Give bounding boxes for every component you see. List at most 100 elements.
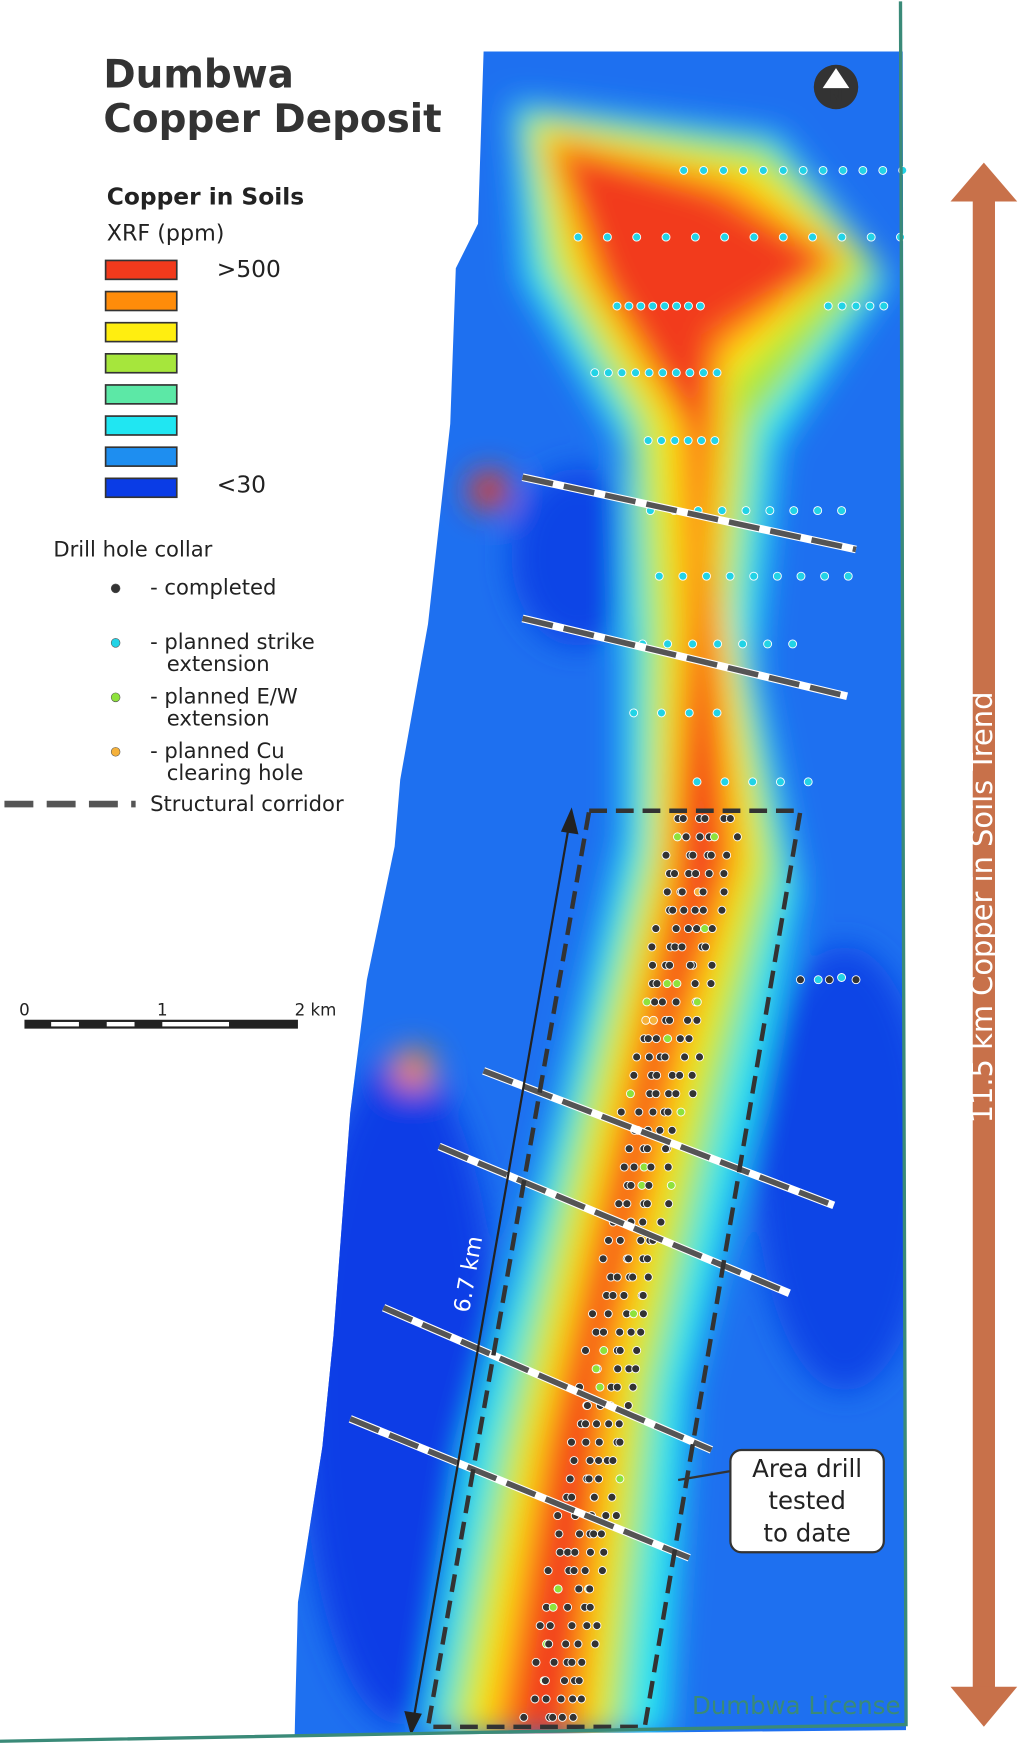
- drill-collar: [796, 571, 806, 581]
- drill-collar: [677, 887, 687, 897]
- drill-collar: [660, 301, 670, 311]
- drill-collar: [574, 1676, 584, 1686]
- drill-collar: [670, 436, 680, 445]
- drill-collar: [563, 1602, 573, 1612]
- legend-swatch: [104, 415, 178, 436]
- drill-collar: [675, 1034, 685, 1044]
- legend-high: >500: [217, 255, 281, 283]
- drill-collar: [634, 1107, 644, 1117]
- drill-collar: [652, 1070, 662, 1080]
- drill-collar: [820, 571, 830, 581]
- drill-collar: [704, 869, 714, 879]
- corridor: [382, 1305, 713, 1453]
- title: Dumbwa: [103, 53, 294, 98]
- callout-line: Area drill: [752, 1454, 862, 1483]
- drill-collar: [592, 1621, 602, 1631]
- drill-collar: [651, 1034, 661, 1044]
- drill-collar: [698, 905, 708, 915]
- drill-collar: [567, 1621, 577, 1631]
- drill-collar: [772, 571, 782, 581]
- collar-label: clearing hole: [167, 760, 304, 785]
- drill-collar: [649, 1015, 658, 1025]
- drill-collar: [660, 1052, 670, 1062]
- drill-collar: [671, 1089, 681, 1099]
- drill-collar: [567, 1492, 577, 1502]
- drill-collar: [712, 708, 722, 718]
- drill-collar: [678, 814, 688, 823]
- drill-collar: [615, 1474, 625, 1484]
- scale-label: 2 km: [295, 1000, 337, 1019]
- drill-collar: [607, 1492, 617, 1502]
- drill-collar: [629, 1162, 639, 1172]
- drill-collar: [690, 979, 700, 989]
- drill-collar: [577, 1657, 587, 1667]
- license-label: Dumbwa License: [692, 1691, 900, 1720]
- drill-collar: [560, 1676, 569, 1686]
- drill-collar: [595, 1382, 605, 1392]
- drill-collar: [697, 436, 706, 445]
- drill-collar: [612, 301, 622, 311]
- collar-swatch: [110, 692, 121, 703]
- drill-collar: [717, 506, 727, 516]
- drill-collar: [664, 1199, 674, 1209]
- drill-collar: [626, 1180, 636, 1190]
- drill-collar: [690, 905, 700, 915]
- drill-collar: [548, 1602, 558, 1612]
- drill-collar: [545, 1621, 555, 1631]
- drill-collar: [672, 301, 682, 311]
- drill-collar: [695, 1052, 704, 1062]
- drill-collar: [725, 571, 735, 581]
- corridor: [482, 1068, 835, 1208]
- legend-swatch: [104, 290, 178, 312]
- callout-line: to date: [763, 1518, 850, 1547]
- drill-collar: [672, 979, 682, 989]
- drill-collar: [541, 1694, 551, 1704]
- collar-label: extension: [167, 651, 270, 676]
- drill-collar: [642, 1144, 652, 1154]
- north-label: N: [830, 88, 843, 106]
- drill-collar: [624, 1144, 634, 1154]
- drill-collar: [656, 1217, 666, 1227]
- drill-collar: [586, 1547, 595, 1557]
- drill-collar: [554, 1529, 564, 1539]
- drill-collar: [706, 979, 716, 989]
- callout-text: Area drill tested to date: [752, 1454, 862, 1547]
- drill-collar: [585, 1456, 595, 1465]
- scale-label: 0: [19, 1000, 30, 1019]
- drill-collar: [612, 1382, 622, 1392]
- drill-collar: [837, 506, 847, 516]
- drill-collar: [628, 1272, 638, 1282]
- drill-collar: [636, 1235, 646, 1245]
- drill-collar: [710, 832, 719, 842]
- drill-collar: [688, 1089, 698, 1099]
- drill-collar: [647, 942, 657, 952]
- drill-collar: [643, 1272, 653, 1282]
- drill-collar: [681, 832, 691, 842]
- drill-collar: [614, 1199, 624, 1209]
- drill-collar: [824, 975, 834, 985]
- drill-collar: [657, 708, 666, 718]
- drill-collar: [710, 436, 720, 445]
- scale-label: 1: [157, 1000, 168, 1019]
- drill-collar: [838, 165, 848, 175]
- drill-collar: [725, 814, 735, 823]
- drill-collar: [644, 1052, 654, 1062]
- drill-collar: [642, 1199, 652, 1209]
- drill-collar: [622, 1199, 632, 1209]
- structural-corridors: [348, 473, 857, 1562]
- drill-collar: [676, 1107, 686, 1117]
- drill-collar: [636, 301, 646, 311]
- corridor: [521, 615, 848, 699]
- drill-collar: [631, 1364, 641, 1374]
- drill-collar: [837, 301, 847, 311]
- drill-collar: [581, 1419, 590, 1429]
- drill-collar: [663, 639, 673, 649]
- collar-label: - completed: [150, 574, 276, 599]
- drill-collar: [865, 301, 875, 311]
- legend-title: Copper in Soils: [107, 183, 304, 211]
- drill-collar: [548, 1712, 558, 1722]
- drill-collar: [531, 1657, 541, 1667]
- drill-collar: [738, 165, 748, 175]
